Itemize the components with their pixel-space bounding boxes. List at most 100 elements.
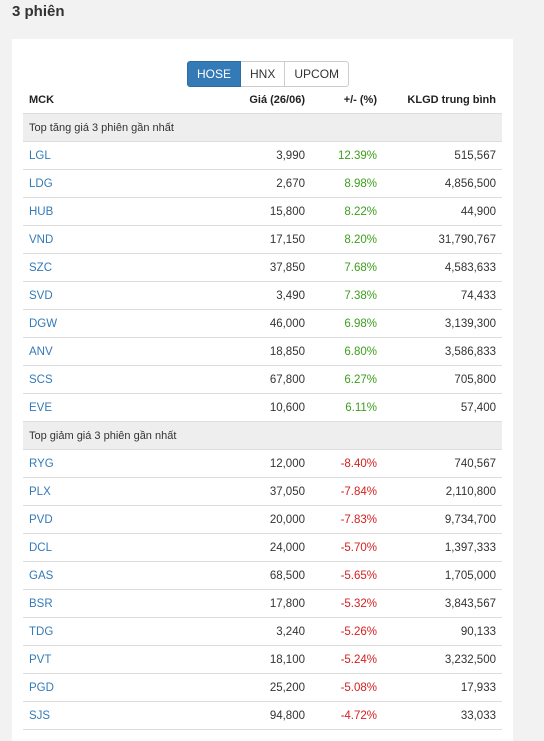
change-percent-cell: 7.38% <box>344 290 377 302</box>
stock-symbol-link[interactable]: LDG <box>29 178 53 190</box>
change-percent-cell: 6.98% <box>344 318 377 330</box>
stock-symbol-link[interactable]: PLX <box>29 486 51 498</box>
change-percent-cell: 6.27% <box>344 374 377 386</box>
change-percent-cell: 6.11% <box>345 402 377 414</box>
stock-symbol-link[interactable]: GAS <box>29 570 54 582</box>
stock-symbol-link[interactable]: TDG <box>29 626 54 638</box>
table-row: SJS 94,800 -4.72% 33,033 <box>23 702 502 730</box>
tab-hose[interactable]: HOSE <box>187 61 242 87</box>
avg-volume-cell: 4,583,633 <box>444 262 496 274</box>
header-volume: KLGD trung bình <box>407 94 496 106</box>
price-cell: 24,000 <box>269 542 305 554</box>
change-percent-cell: 6.80% <box>344 346 377 358</box>
change-percent-cell: -7.84% <box>340 486 377 498</box>
stock-symbol-link[interactable]: ANV <box>29 346 53 358</box>
price-cell: 37,050 <box>269 486 305 498</box>
change-percent-cell: -7.83% <box>340 514 377 526</box>
table-row: RYG 12,000 -8.40% 740,567 <box>23 450 502 478</box>
stock-symbol-link[interactable]: BSR <box>29 598 53 610</box>
table-row: DCL 24,000 -5.70% 1,397,333 <box>23 534 502 562</box>
table-row: TDG 3,240 -5.26% 90,133 <box>23 618 502 646</box>
header-price: Giá (26/06) <box>249 94 305 106</box>
avg-volume-cell: 33,033 <box>460 710 496 722</box>
table-row: SVD 3,490 7.38% 74,433 <box>23 282 502 310</box>
change-percent-cell: -5.65% <box>340 570 377 582</box>
stock-symbol-link[interactable]: SJS <box>29 710 51 722</box>
table-row: PGD 25,200 -5.08% 17,933 <box>23 674 502 702</box>
stock-symbol-link[interactable]: DGW <box>29 318 58 330</box>
stock-symbol-link[interactable]: PGD <box>29 682 54 694</box>
avg-volume-cell: 90,133 <box>460 626 496 638</box>
header-change: +/- (%) <box>343 94 377 106</box>
price-cell: 3,990 <box>276 150 305 162</box>
avg-volume-cell: 74,433 <box>460 290 496 302</box>
stock-symbol-link[interactable]: SVD <box>29 290 53 302</box>
tab-upcom[interactable]: UPCOM <box>284 61 350 87</box>
stock-symbol-link[interactable]: RYG <box>29 458 54 470</box>
price-cell: 2,670 <box>276 178 305 190</box>
avg-volume-cell: 3,586,833 <box>444 346 496 358</box>
avg-volume-cell: 705,800 <box>454 374 496 386</box>
price-cell: 46,000 <box>269 318 305 330</box>
price-cell: 67,800 <box>269 374 305 386</box>
exchange-tabs: HOSE HNX UPCOM <box>187 61 350 87</box>
price-cell: 20,000 <box>269 514 305 526</box>
price-cell: 68,500 <box>269 570 305 582</box>
table-body: Top tăng giá 3 phiên gần nhất LGL 3,990 12.… <box>23 114 502 730</box>
change-percent-cell: 8.22% <box>344 206 377 218</box>
table-row: SCS 67,800 6.27% 705,800 <box>23 366 502 394</box>
section-label: Top tăng giá 3 phiên gần nhất <box>29 122 174 134</box>
avg-volume-cell: 3,139,300 <box>444 318 496 330</box>
header-symbol: MCK <box>29 94 55 106</box>
change-percent-cell: -5.26% <box>340 626 377 638</box>
change-percent-cell: 12.39% <box>337 150 377 162</box>
table-row: LGL 3,990 12.39% 515,567 <box>23 142 502 170</box>
price-cell: 17,150 <box>269 234 305 246</box>
stock-symbol-link[interactable]: PVD <box>29 514 53 526</box>
stock-symbol-link[interactable]: EVE <box>29 402 53 414</box>
table-row: DGW 46,000 6.98% 3,139,300 <box>23 310 502 338</box>
price-cell: 18,100 <box>269 654 305 666</box>
table-row: PVT 18,100 -5.24% 3,232,500 <box>23 646 502 674</box>
table-row: BSR 17,800 -5.32% 3,843,567 <box>23 590 502 618</box>
avg-volume-cell: 3,843,567 <box>444 598 496 610</box>
change-percent-cell: -5.08% <box>340 682 377 694</box>
price-cell: 3,490 <box>276 290 305 302</box>
table-row: PVD 20,000 -7.83% 9,734,700 <box>23 506 502 534</box>
price-cell: 94,800 <box>269 710 305 722</box>
section-header-up: Top tăng giá 3 phiên gần nhất <box>23 114 502 142</box>
avg-volume-cell: 3,232,500 <box>444 654 496 666</box>
stock-symbol-link[interactable]: LGL <box>29 150 51 162</box>
table-row: EVE 10,600 6.11% 57,400 <box>23 394 502 422</box>
avg-volume-cell: 9,734,700 <box>444 514 496 526</box>
stock-symbol-link[interactable]: DCL <box>29 542 53 554</box>
table-row: HUB 15,800 8.22% 44,900 <box>23 198 502 226</box>
stock-symbol-link[interactable]: HUB <box>29 206 54 218</box>
tab-hnx[interactable]: HNX <box>240 61 286 87</box>
stock-symbol-link[interactable]: SCS <box>29 374 53 386</box>
movers-table: MCK Giá (26/06) +/- (%) KLGD trung bình … <box>23 87 502 730</box>
change-percent-cell: -8.40% <box>340 458 377 470</box>
stock-symbol-link[interactable]: PVT <box>29 654 52 666</box>
table-row: VND 17,150 8.20% 31,790,767 <box>23 226 502 254</box>
avg-volume-cell: 4,856,500 <box>444 178 496 190</box>
stock-symbol-link[interactable]: VND <box>29 234 54 246</box>
top-movers-panel: HOSE HNX UPCOM MCK Giá (26/06) +/- (%) K… <box>12 39 513 741</box>
price-cell: 25,200 <box>269 682 305 694</box>
price-cell: 12,000 <box>269 458 305 470</box>
table-row: GAS 68,500 -5.65% 1,705,000 <box>23 562 502 590</box>
price-cell: 37,850 <box>269 262 305 274</box>
price-cell: 15,800 <box>269 206 305 218</box>
avg-volume-cell: 740,567 <box>454 458 496 470</box>
table-row: SZC 37,850 7.68% 4,583,633 <box>23 254 502 282</box>
avg-volume-cell: 31,790,767 <box>438 234 496 246</box>
change-percent-cell: -5.32% <box>340 598 377 610</box>
change-percent-cell: -4.72% <box>340 710 377 722</box>
page-title: 3 phiên <box>12 3 65 20</box>
stock-symbol-link[interactable]: SZC <box>29 262 52 274</box>
price-cell: 3,240 <box>276 626 305 638</box>
change-percent-cell: -5.70% <box>340 542 377 554</box>
table-header: MCK Giá (26/06) +/- (%) KLGD trung bình <box>23 87 502 114</box>
avg-volume-cell: 2,110,800 <box>445 486 496 498</box>
change-percent-cell: 8.98% <box>344 178 377 190</box>
